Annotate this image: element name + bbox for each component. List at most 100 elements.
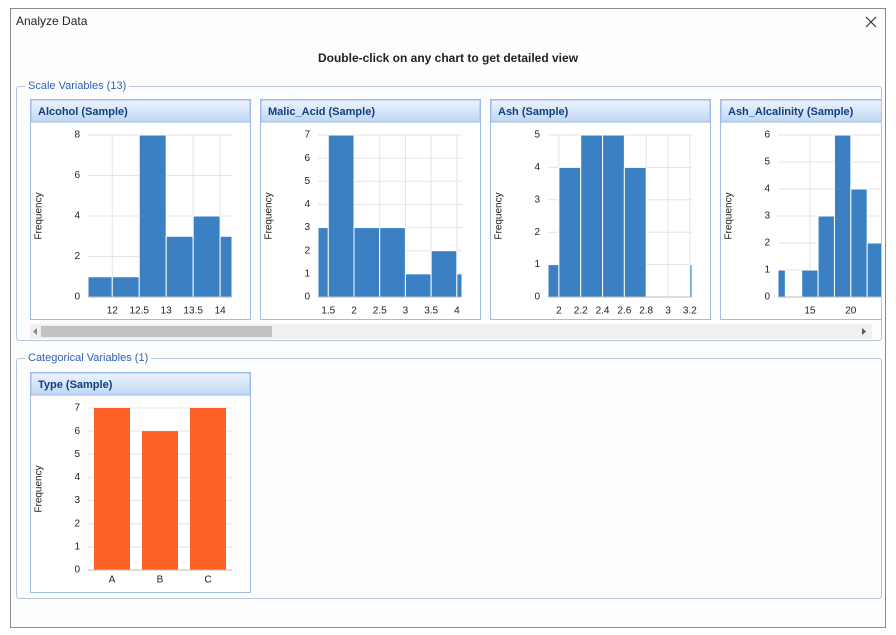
- scrollbar[interactable]: [30, 324, 872, 339]
- y-tick-label: 6: [764, 130, 770, 141]
- histogram-bar: [833, 134, 852, 298]
- y-tick-label: 3: [74, 495, 80, 506]
- histogram-bar: [689, 264, 693, 298]
- histogram-bar: [817, 215, 835, 298]
- y-tick-label: 6: [74, 170, 80, 181]
- histogram-bar: [456, 273, 463, 298]
- y-tick-label: 7: [74, 403, 80, 414]
- x-tick-label: B: [157, 575, 164, 586]
- x-tick-label: 3.5: [424, 306, 438, 317]
- y-axis-label: Frequency: [494, 192, 505, 239]
- x-tick-label: 2.5: [373, 306, 387, 317]
- histogram-bar: [430, 250, 458, 298]
- histogram-bar: [547, 264, 560, 298]
- y-tick-label: 6: [304, 153, 310, 164]
- panel-title: Alcohol (Sample): [38, 106, 128, 118]
- panel-header: [30, 99, 251, 123]
- histogram-bar: [353, 227, 381, 298]
- x-tick-label: 2.6: [617, 306, 631, 317]
- instruction: Double-click on any chart to get detaile…: [318, 51, 579, 65]
- y-tick-label: 2: [534, 227, 540, 238]
- section-legend-bg: [25, 351, 152, 365]
- y-axis-label: Frequency: [34, 465, 45, 512]
- y-tick-label: 5: [764, 157, 770, 168]
- chart-panel[interactable]: Type (Sample) Frequency 0 1 2 3 4 5 6 7 A B C: [30, 372, 251, 593]
- y-tick-label: 4: [74, 211, 80, 222]
- x-tick-label: 2.4: [596, 306, 610, 317]
- y-tick-label: 2: [74, 251, 80, 262]
- panel-header: [260, 99, 481, 123]
- x-tick-label: 1.5: [321, 306, 335, 317]
- histogram-bar: [111, 276, 140, 298]
- chart-panel[interactable]: Ash (Sample) Frequency 0 1 2 3 4 5 2 2.2 2.4 2.6 2.8…: [490, 99, 711, 320]
- histogram-bar: [138, 134, 167, 298]
- x-tick-label: 4: [454, 306, 460, 317]
- x-tick-label: A: [109, 575, 116, 586]
- y-tick-label: 4: [534, 162, 540, 173]
- x-tick-label: 3: [665, 306, 671, 317]
- close-button[interactable]: [865, 16, 877, 28]
- histogram-bar: [192, 215, 221, 298]
- histogram-bar: [165, 235, 194, 298]
- section-legend-bg: [25, 79, 130, 93]
- bar: [94, 408, 130, 570]
- categorical-charts: Type (Sample) Frequency 0 1 2 3 4 5 6 7 A B C: [30, 372, 251, 593]
- y-tick-label: 1: [304, 268, 310, 279]
- histogram-bar: [850, 188, 868, 298]
- y-tick-label: 0: [764, 292, 770, 303]
- bar: [142, 431, 178, 570]
- y-tick-label: 3: [534, 194, 540, 205]
- y-tick-label: 2: [74, 518, 80, 529]
- y-tick-label: 6: [74, 426, 80, 437]
- histogram-bar: [623, 166, 647, 298]
- y-tick-label: 1: [74, 541, 80, 552]
- y-tick-label: 5: [304, 176, 310, 187]
- chart-panel[interactable]: Ash_Alcalinity (Sample) Frequency 0 1 2 3 4 5 6 1…: [720, 99, 896, 320]
- chart-panel[interactable]: Alcohol (Sample) Frequency 0 2 4 6 8 12 12.5 13 13…: [30, 99, 251, 320]
- section-legend: Scale Variables (13): [28, 80, 126, 92]
- y-tick-label: 4: [74, 472, 80, 483]
- histogram-bar: [602, 134, 625, 298]
- y-tick-label: 3: [304, 222, 310, 233]
- histogram-bar: [404, 273, 432, 298]
- y-tick-label: 0: [74, 292, 80, 303]
- histogram-bar: [327, 134, 355, 298]
- panel-title: Type (Sample): [38, 379, 113, 391]
- panel-header: [720, 99, 881, 123]
- panel-title: Malic_Acid (Sample): [268, 106, 375, 118]
- panel-header: [30, 372, 251, 396]
- window-title: Analyze Data: [16, 14, 88, 28]
- y-tick-label: 0: [304, 292, 310, 303]
- y-tick-label: 5: [534, 130, 540, 141]
- y-tick-label: 8: [74, 130, 80, 141]
- histogram-bar: [801, 269, 819, 298]
- x-tick-label: 15: [804, 306, 816, 317]
- y-tick-label: 4: [304, 199, 310, 210]
- x-tick-label: 12.5: [130, 306, 150, 317]
- x-tick-label: 3.2: [683, 306, 697, 317]
- x-tick-label: 2: [351, 306, 357, 317]
- x-tick-label: 12: [107, 306, 119, 317]
- histogram-bar: [558, 166, 582, 298]
- y-tick-label: 0: [534, 292, 540, 303]
- histogram-bar: [317, 227, 329, 298]
- section-legend: Categorical Variables (1): [28, 352, 148, 364]
- histogram-bar: [777, 269, 786, 298]
- panel-title: Ash_Alcalinity (Sample): [728, 106, 854, 118]
- y-tick-label: 3: [764, 211, 770, 222]
- histogram-bar: [219, 235, 233, 298]
- x-tick-label: C: [204, 575, 211, 586]
- y-tick-label: 5: [74, 449, 80, 460]
- y-tick-label: 1: [534, 259, 540, 270]
- chart-panel[interactable]: Malic_Acid (Sample) Frequency 0 1 2 3 4 5 6 7 1.5 2…: [260, 99, 481, 320]
- x-tick-label: 2: [556, 306, 562, 317]
- x-tick-label: 13: [161, 306, 173, 317]
- x-tick-label: 14: [215, 306, 227, 317]
- y-axis-label: Frequency: [34, 192, 45, 239]
- histogram-bar: [580, 134, 604, 298]
- x-tick-label: 20: [845, 306, 857, 317]
- bar: [190, 408, 226, 570]
- y-tick-label: 0: [74, 565, 80, 576]
- y-tick-label: 4: [764, 184, 770, 195]
